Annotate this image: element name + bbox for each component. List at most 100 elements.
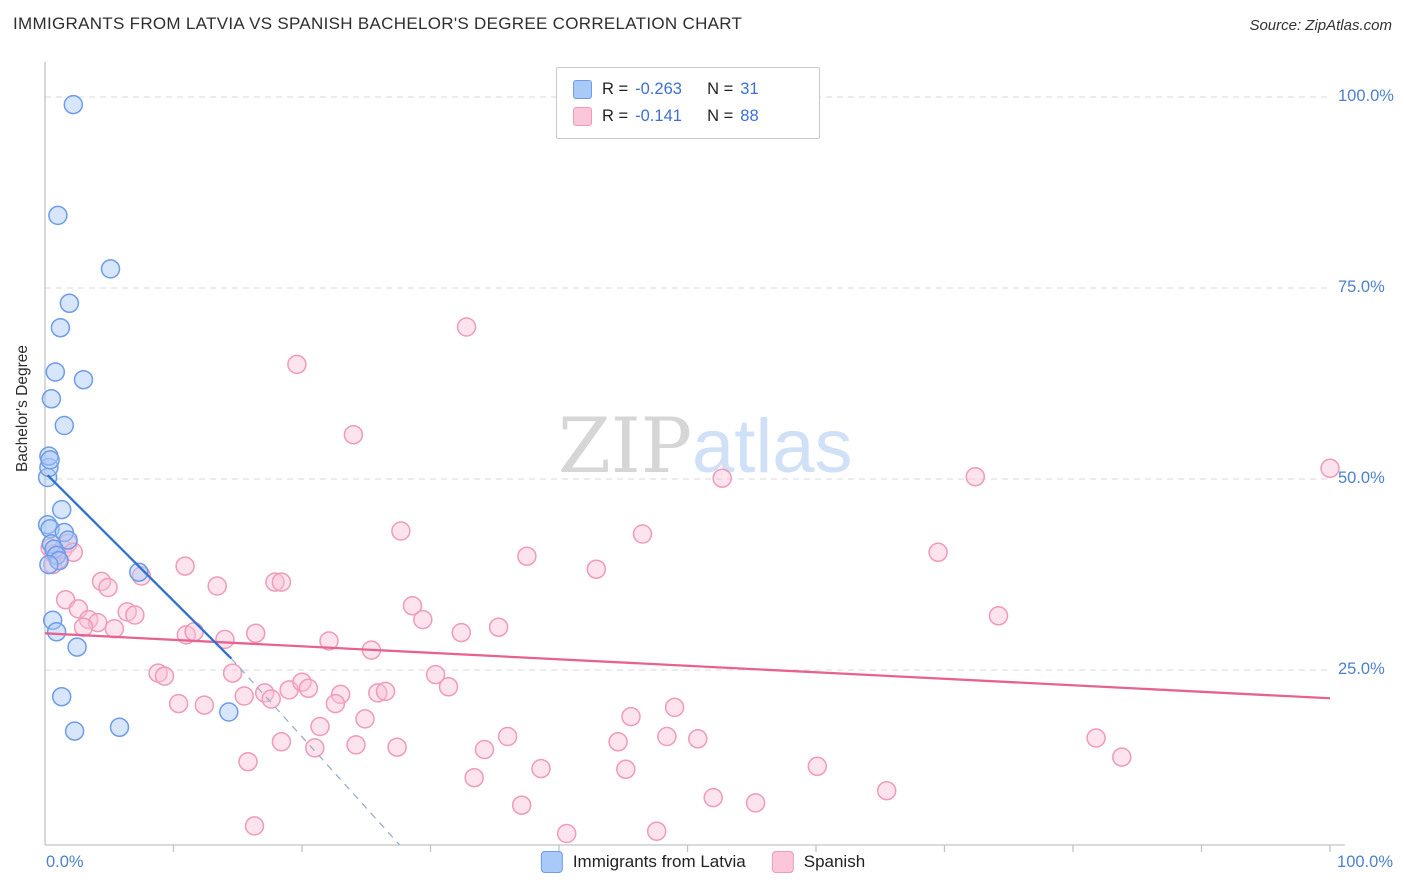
scatter-point[interactable] [745,793,766,813]
scatter-point[interactable] [632,524,653,544]
scatter-point[interactable] [265,572,285,592]
scatter-point[interactable] [497,726,518,747]
scatter-point[interactable] [154,666,175,686]
scatter-point[interactable] [129,562,149,582]
scatter-point[interactable] [104,618,125,639]
scatter-point[interactable] [64,721,85,741]
y-tick-50: 50.0% [1338,469,1385,487]
scatter-point[interactable] [488,617,509,637]
scatter-point[interactable] [48,205,68,226]
scatter-point[interactable] [807,756,828,777]
scatter-point[interactable] [73,369,94,390]
scatter-point[interactable] [325,693,346,714]
scatter-point[interactable] [175,556,195,576]
bottom-legend: Immigrants from Latvia Spanish [540,851,865,873]
scatter-point[interactable] [207,576,227,596]
scatter-point[interactable] [387,737,407,757]
n-value: 31 [740,80,759,98]
scatter-point[interactable] [531,758,551,779]
scatter-point[interactable] [876,780,897,801]
scatter-point[interactable] [42,610,63,631]
scatter-point[interactable] [63,94,84,115]
scatter-point[interactable] [40,450,60,470]
scatter-point[interactable] [59,293,80,314]
scatter-point[interactable] [438,677,459,697]
scatter-point[interactable] [319,631,339,651]
scatter-point[interactable] [222,663,243,683]
correlation-legend-box: R = -0.263 N = 31 R = -0.141 N = 88 [556,67,820,139]
scatter-point[interactable] [305,738,325,758]
scatter-point[interactable] [245,623,266,644]
r-value: -0.141 [635,107,682,125]
scatter-point[interactable] [330,684,351,705]
scatter-point[interactable] [51,499,72,520]
scatter-point[interactable] [657,726,677,747]
scatter-point[interactable] [1320,458,1340,479]
scatter-point[interactable] [234,686,254,706]
scatter-point[interactable] [1112,747,1132,767]
scatter-point[interactable] [712,468,732,488]
scatter-point[interactable] [100,259,121,279]
latvia-swatch-icon [573,80,592,99]
scatter-point[interactable] [556,823,577,844]
scatter-point[interactable] [1086,728,1106,748]
scatter-point[interactable] [45,362,66,382]
scatter-point[interactable] [621,706,641,727]
scatter-point[interactable] [375,681,396,702]
scatter-point[interactable] [244,816,265,836]
scatter-point[interactable] [49,550,69,571]
scatter-point[interactable] [238,751,258,772]
scatter-point[interactable] [413,609,433,630]
scatter-point[interactable] [271,572,292,592]
scatter-point[interactable] [271,732,292,752]
scatter-point[interactable] [73,617,94,637]
scatter-point[interactable] [67,637,87,657]
scatter-point[interactable] [456,317,477,337]
scatter-point[interactable] [703,787,723,808]
scatter-point[interactable] [425,664,446,685]
scatter-point[interactable] [109,717,130,738]
scatter-point[interactable] [219,702,239,722]
scatter-point[interactable] [474,739,495,760]
scatter-point[interactable] [261,689,281,709]
scatter-point[interactable] [343,424,364,445]
scatter-point[interactable] [39,554,59,575]
scatter-point[interactable] [51,686,72,707]
spanish-swatch-icon [771,851,794,873]
scatter-point[interactable] [608,732,628,752]
scatter-point[interactable] [451,622,472,643]
scatter-point[interactable] [928,542,948,563]
scatter-point[interactable] [41,389,62,409]
scatter-point[interactable] [50,317,71,338]
scatter-point[interactable] [346,735,366,755]
scatter-point[interactable] [168,693,189,714]
scatter-point[interactable] [988,606,1009,626]
scatter-point[interactable] [646,821,667,841]
scatter-point[interactable] [298,678,319,699]
scatter-point[interactable] [664,697,685,718]
x-tick-min: 0.0% [46,853,84,871]
scatter-point[interactable] [194,695,215,715]
scatter-point[interactable] [54,415,75,436]
scatter-point[interactable] [688,729,708,749]
scatter-point[interactable] [355,709,375,729]
source-attribution: Source: ZipAtlas.com [1249,17,1392,34]
scatter-point[interactable] [310,716,330,737]
scatter-point[interactable] [125,605,145,625]
scatter-point[interactable] [46,622,67,642]
scatter-point[interactable] [511,795,532,815]
scatter-point[interactable] [287,354,307,375]
scatter-point[interactable] [402,596,423,616]
scatter-point[interactable] [616,759,636,780]
legend-row-latvia: R = -0.263 N = 31 [573,76,805,103]
scatter-point[interactable] [586,559,607,579]
scatter-point[interactable] [368,683,388,703]
scatter-point[interactable] [965,466,986,487]
scatter-point[interactable] [98,577,118,598]
scatter-point[interactable] [517,546,537,566]
scatter-point[interactable] [464,767,484,788]
scatter-point[interactable] [215,629,235,650]
scatter-point[interactable] [391,521,411,541]
scatter-point[interactable] [184,622,204,642]
